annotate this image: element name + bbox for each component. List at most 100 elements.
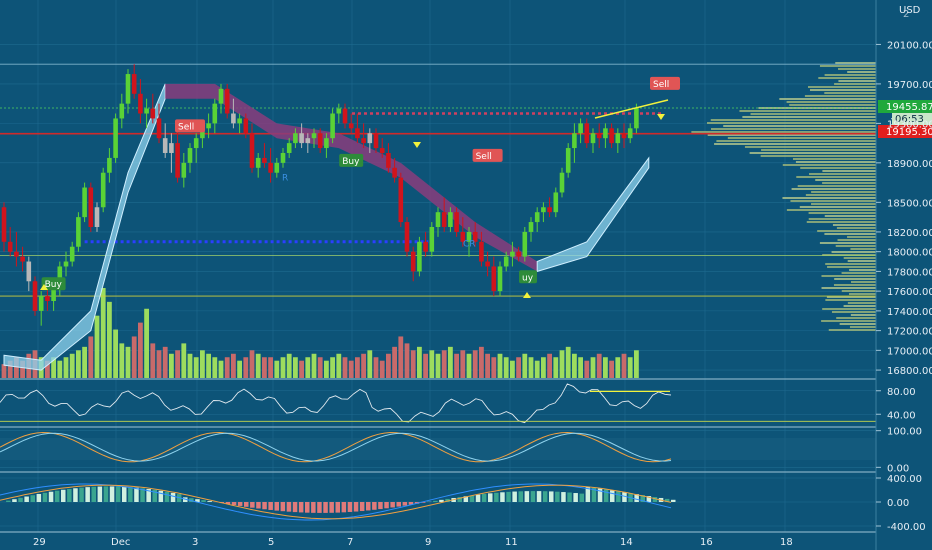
candle-body[interactable] xyxy=(150,108,156,119)
candle-body[interactable] xyxy=(138,93,143,114)
candle-body[interactable] xyxy=(621,133,627,139)
currency-label[interactable]: USD xyxy=(899,5,921,16)
candle-body[interactable] xyxy=(125,74,131,104)
candle-body[interactable] xyxy=(26,261,32,282)
candle-body[interactable] xyxy=(373,133,379,149)
candle-body[interactable] xyxy=(262,157,267,163)
candle-body[interactable] xyxy=(410,251,416,272)
candle-body[interactable] xyxy=(590,133,596,144)
candle-body[interactable] xyxy=(299,133,304,144)
candle-body[interactable] xyxy=(206,123,211,129)
candle-body[interactable] xyxy=(212,103,218,124)
candle-body[interactable] xyxy=(534,212,540,223)
candle-body[interactable] xyxy=(100,172,106,208)
candle-body[interactable] xyxy=(491,266,497,292)
candle-body[interactable] xyxy=(311,133,317,139)
candle-body[interactable] xyxy=(162,138,168,153)
candle-body[interactable] xyxy=(330,113,335,139)
candle-body[interactable] xyxy=(32,281,38,311)
candle-body[interactable] xyxy=(336,108,342,114)
candle-body[interactable] xyxy=(553,192,559,213)
candle-body[interactable] xyxy=(627,128,633,139)
candle-body[interactable] xyxy=(448,212,453,227)
candle-body[interactable] xyxy=(63,261,69,267)
candle-body[interactable] xyxy=(268,162,273,173)
candle-body[interactable] xyxy=(392,167,397,178)
candle-body[interactable] xyxy=(187,148,193,163)
candle-body[interactable] xyxy=(497,266,503,292)
candle-body[interactable] xyxy=(181,162,187,178)
candle-body[interactable] xyxy=(175,143,180,178)
price-axis[interactable]: USD 2 19 19455.87 06:53 19195.30 20100.0… xyxy=(875,0,932,550)
candle-body[interactable] xyxy=(479,241,484,262)
candle-body[interactable] xyxy=(348,123,354,129)
candle-body[interactable] xyxy=(441,212,447,227)
candle-body[interactable] xyxy=(293,133,298,144)
candle-body[interactable] xyxy=(255,157,261,168)
candle-body[interactable] xyxy=(280,152,286,163)
candle-body[interactable] xyxy=(596,133,602,139)
candle-body[interactable] xyxy=(324,138,329,149)
candle-body[interactable] xyxy=(578,123,583,134)
candle-body[interactable] xyxy=(51,286,56,302)
candle-body[interactable] xyxy=(88,187,94,227)
candle-body[interactable] xyxy=(342,108,348,124)
candle-body[interactable] xyxy=(231,113,236,124)
candle-body[interactable] xyxy=(38,296,44,311)
candle-body[interactable] xyxy=(274,162,280,173)
candle-body[interactable] xyxy=(417,241,422,272)
candle-body[interactable] xyxy=(218,88,224,104)
candle-body[interactable] xyxy=(7,241,13,252)
candle-body[interactable] xyxy=(286,143,292,153)
candle-body[interactable] xyxy=(472,231,478,242)
candle-body[interactable] xyxy=(541,207,546,213)
candle-body[interactable] xyxy=(200,128,205,139)
candle-body[interactable] xyxy=(572,133,577,149)
candle-body[interactable] xyxy=(454,212,459,232)
candle-body[interactable] xyxy=(1,207,7,242)
candle-body[interactable] xyxy=(559,172,565,193)
candle-body[interactable] xyxy=(584,123,590,144)
candle-body[interactable] xyxy=(131,74,137,94)
candle-body[interactable] xyxy=(379,148,385,153)
candle-body[interactable] xyxy=(45,296,50,302)
candle-body[interactable] xyxy=(119,103,125,119)
candle-body[interactable] xyxy=(460,231,466,242)
candle-body[interactable] xyxy=(503,256,509,267)
candle-body[interactable] xyxy=(317,133,323,149)
candle-body[interactable] xyxy=(169,143,174,153)
candle-body[interactable] xyxy=(20,256,25,262)
candlesticks[interactable] xyxy=(1,64,639,326)
candle-body[interactable] xyxy=(107,157,112,173)
candle-body[interactable] xyxy=(156,118,162,139)
candle-body[interactable] xyxy=(522,231,528,257)
candle-body[interactable] xyxy=(510,251,515,257)
candle-body[interactable] xyxy=(435,212,441,227)
candle-body[interactable] xyxy=(355,128,360,139)
candle-body[interactable] xyxy=(466,231,472,242)
candle-body[interactable] xyxy=(565,148,571,173)
candle-body[interactable] xyxy=(144,108,149,114)
time-axis[interactable]: 29 Dec 3 5 7 9 11 14 16 18 xyxy=(33,537,793,548)
candle-body[interactable] xyxy=(404,222,410,252)
candle-body[interactable] xyxy=(237,118,242,124)
candle-body[interactable] xyxy=(603,128,608,139)
candle-body[interactable] xyxy=(249,133,255,168)
candle-body[interactable] xyxy=(398,177,404,223)
candle-body[interactable] xyxy=(386,152,391,168)
candle-body[interactable] xyxy=(69,246,75,262)
candle-body[interactable] xyxy=(361,138,366,144)
candle-body[interactable] xyxy=(423,241,428,252)
candle-body[interactable] xyxy=(243,118,249,134)
candle-body[interactable] xyxy=(547,207,552,213)
candle-body[interactable] xyxy=(429,226,435,252)
candle-body[interactable] xyxy=(516,251,521,257)
candle-body[interactable] xyxy=(193,138,199,149)
candle-body[interactable] xyxy=(113,118,118,158)
candle-body[interactable] xyxy=(76,217,81,247)
candle-body[interactable] xyxy=(305,138,311,144)
candle-body[interactable] xyxy=(528,222,534,232)
candle-body[interactable] xyxy=(615,133,621,144)
